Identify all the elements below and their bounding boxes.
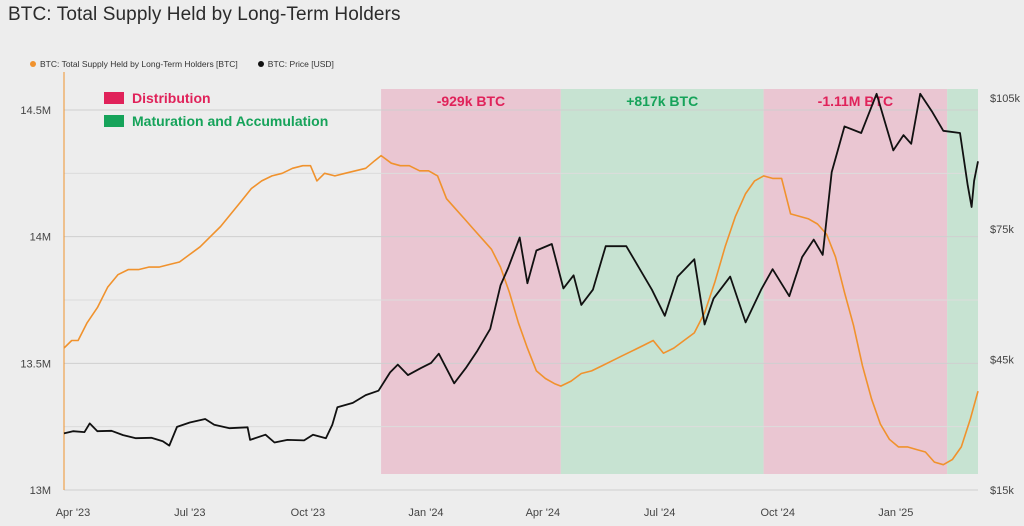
y-left-tick-2: 14M [30,232,51,244]
region-label-0: -929k BTC [437,93,505,109]
y-right-tick-3: $105k [990,93,1020,105]
x-tick-0: Apr '23 [56,507,91,519]
legend-label-supply: BTC: Total Supply Held by Long-Term Hold… [40,59,238,69]
phase-legend-label-0: Distribution [132,90,211,106]
phase-legend-swatch-1 [104,115,124,127]
region-distribution-0 [381,89,561,474]
series-legend: BTC: Total Supply Held by Long-Term Hold… [30,59,354,69]
y-right-tick-1: $45k [990,354,1014,366]
legend-label-price: BTC: Price [USD] [267,59,334,69]
x-tick-6: Oct '24 [760,507,795,519]
phase-legend-swatch-0 [104,92,124,104]
y-right-tick-0: $15k [990,485,1014,497]
x-tick-7: Jan '25 [878,507,913,519]
x-tick-5: Jul '24 [644,507,675,519]
region-accumulation-1 [560,89,764,474]
legend-dot-supply [30,61,36,67]
y-left-tick-0: 13M [30,485,51,497]
region-label-1: +817k BTC [626,93,698,109]
legend-item-supply[interactable]: BTC: Total Supply Held by Long-Term Hold… [30,59,238,69]
y-right-tick-2: $75k [990,224,1014,236]
x-tick-3: Jan '24 [408,507,443,519]
phase-legend-label-1: Maturation and Accumulation [132,113,328,129]
y-left-tick-1: 13.5M [20,358,51,370]
series-line-lth-supply [63,154,979,466]
legend-item-price[interactable]: BTC: Price [USD] [257,59,334,69]
x-tick-2: Oct '23 [291,507,326,519]
chart-title: BTC: Total Supply Held by Long-Term Hold… [8,4,401,25]
y-left-tick-3: 14.5M [20,105,51,117]
x-tick-1: Jul '23 [174,507,205,519]
region-label-2: -1.11M BTC [818,93,893,109]
series-line-price [63,92,979,447]
x-tick-4: Apr '24 [526,507,561,519]
legend-dot-price [257,61,264,67]
region-distribution-2 [763,89,948,474]
